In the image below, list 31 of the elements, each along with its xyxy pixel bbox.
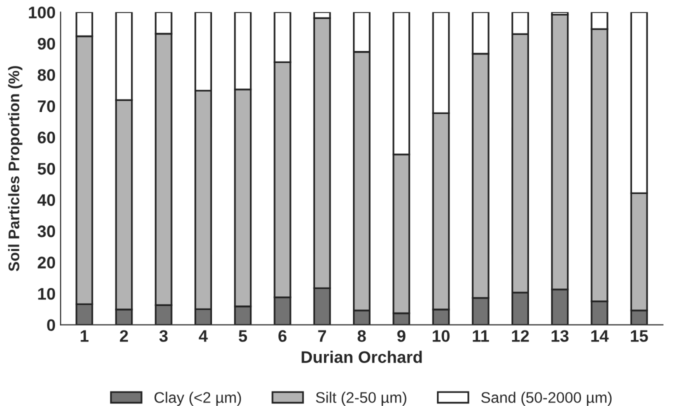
x-tick-label: 12	[512, 330, 529, 342]
y-tick-label: 90	[38, 38, 56, 50]
y-tick-label: 40	[37, 194, 56, 206]
x-axis-title: Durian Orchard	[302, 350, 422, 363]
x-tick-label: 14	[591, 330, 609, 342]
y-tick-label: 50	[38, 162, 56, 175]
x-tick-label: 1	[80, 330, 89, 342]
y-tick-label: 60	[38, 132, 56, 144]
x-tick-label: 9	[397, 330, 406, 342]
x-tick-label: 2	[120, 330, 128, 342]
y-tick-label: 100	[28, 6, 56, 18]
legend-label: Clay (<2 µm)	[154, 392, 241, 406]
x-tick-label: 15	[630, 330, 648, 342]
x-tick-label: 4	[198, 330, 208, 342]
y-tick-label: 30	[38, 225, 56, 238]
y-axis-title: Soil Particles Proportion (%)	[8, 66, 22, 272]
x-tick-label: 8	[358, 330, 366, 342]
x-tick-label: 5	[238, 330, 248, 342]
x-tick-label: 7	[318, 330, 326, 342]
y-tick-label: 20	[38, 256, 56, 268]
x-tick-label: 10	[432, 330, 450, 342]
legend-label: Silt (2-50 µm)	[316, 392, 406, 406]
y-tick-label: 80	[38, 69, 56, 81]
y-tick-label: 0	[47, 319, 56, 332]
x-tick-label: 11	[472, 330, 489, 342]
x-tick-label: 13	[552, 330, 569, 342]
y-tick-label: 70	[38, 100, 56, 112]
y-tick-label: 10	[38, 288, 56, 300]
x-tick-label: 3	[159, 330, 168, 342]
legend-label: Sand (50-2000 µm)	[481, 392, 612, 406]
x-tick-label: 6	[278, 330, 287, 342]
